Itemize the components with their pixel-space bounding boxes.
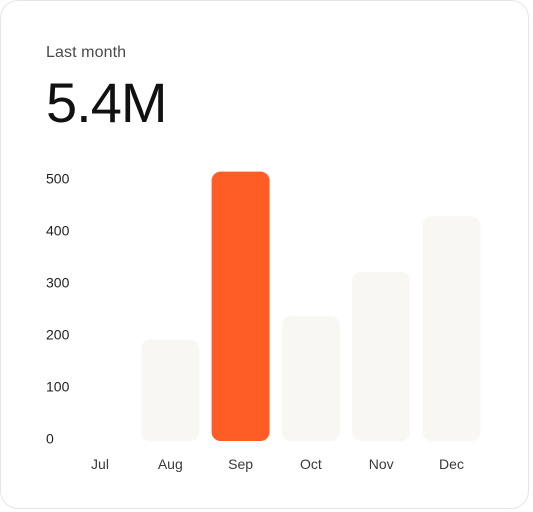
bar-aug[interactable] xyxy=(141,339,200,441)
y-tick-label: 0 xyxy=(46,431,54,447)
headline-value: 5.4M xyxy=(46,71,167,134)
y-tick-label: 400 xyxy=(46,223,70,239)
y-tick-label: 300 xyxy=(46,275,70,291)
x-tick-label: Dec xyxy=(439,456,464,472)
x-tick-label: Sep xyxy=(228,456,253,472)
bar-nov[interactable] xyxy=(352,272,411,441)
bar-sep[interactable] xyxy=(211,171,270,441)
card-subtitle: Last month xyxy=(46,44,127,61)
y-tick-label: 100 xyxy=(46,379,70,395)
x-tick-label: Jul xyxy=(91,456,109,472)
x-tick-label: Nov xyxy=(369,456,394,472)
x-tick-label: Oct xyxy=(300,456,322,472)
y-tick-label: 200 xyxy=(46,327,70,343)
bar-oct[interactable] xyxy=(281,316,340,441)
y-tick-label: 500 xyxy=(46,171,70,187)
x-tick-label: Aug xyxy=(158,456,183,472)
bar-dec[interactable] xyxy=(422,216,481,441)
